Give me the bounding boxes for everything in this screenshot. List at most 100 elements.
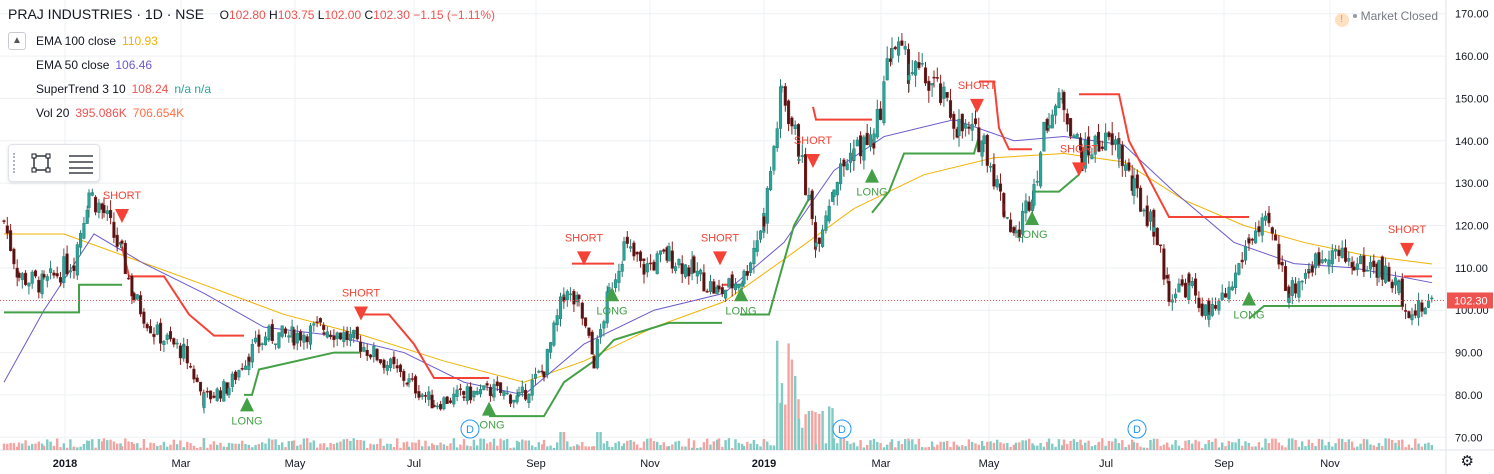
volume-bar — [1217, 447, 1221, 450]
candle-body — [1072, 135, 1076, 138]
candle-body — [1187, 273, 1191, 283]
candle-body — [868, 134, 873, 147]
volume-bar — [859, 440, 862, 450]
volume-bar — [1076, 442, 1079, 450]
volume-bar — [1039, 442, 1042, 450]
candle-body — [1260, 217, 1264, 236]
close-label: C — [364, 8, 374, 22]
volume-bar — [1057, 439, 1061, 450]
candle-body — [427, 391, 431, 400]
candle-body — [821, 229, 825, 247]
candle-body — [1065, 113, 1069, 125]
volume-bar — [952, 441, 955, 450]
candle-body — [1075, 134, 1079, 139]
volume-bar — [216, 444, 219, 450]
candle-body — [942, 86, 946, 99]
candle-body — [1413, 310, 1417, 316]
volume-bar — [1136, 442, 1139, 450]
volume-bar — [1152, 438, 1156, 450]
candle-body — [5, 225, 9, 234]
legend-ema100[interactable]: EMA 100 close 110.93 — [36, 34, 158, 48]
volume-bar — [839, 438, 842, 450]
gear-icon[interactable]: ⚙ — [1460, 453, 1474, 470]
candle-body — [72, 265, 76, 271]
candle-body — [614, 279, 618, 288]
volume-bar — [766, 441, 769, 450]
collapse-legend-button[interactable]: ▲ — [8, 32, 26, 50]
symbol-title[interactable]: PRAJ INDUSTRIES · 1D · NSE — [8, 6, 205, 22]
volume-bar — [576, 444, 579, 450]
candle-body — [58, 277, 63, 283]
volume-bar — [1271, 438, 1274, 450]
candle-body — [638, 251, 643, 262]
volume-bar — [681, 446, 684, 450]
volume-bar — [1391, 439, 1394, 450]
volume-bar — [1257, 442, 1261, 450]
candle-body — [1290, 280, 1294, 296]
rectangle-tool-icon[interactable] — [29, 151, 53, 175]
candle-body — [565, 291, 569, 301]
volume-bar — [1156, 438, 1159, 450]
candle-body — [842, 159, 846, 167]
candle-body — [1426, 300, 1431, 308]
candle-body — [649, 262, 653, 265]
volume-bar — [6, 443, 9, 450]
volume-bar — [162, 441, 166, 450]
volume-bar — [109, 439, 112, 450]
volume-bar — [1414, 438, 1417, 450]
candle-body — [1132, 178, 1136, 196]
volume-bar — [699, 447, 702, 450]
volume-bar — [556, 442, 559, 450]
volume-bar — [31, 443, 34, 450]
volume-bar — [602, 443, 606, 450]
volume-bar — [264, 443, 267, 450]
candle-body — [1330, 250, 1334, 265]
candle-body — [715, 286, 719, 295]
volume-bar — [836, 443, 839, 450]
candle-body — [1090, 154, 1094, 160]
candle-body — [159, 322, 163, 344]
volume-bar — [459, 444, 462, 450]
volume-bar — [87, 440, 91, 450]
volume-bar — [1407, 444, 1411, 450]
candle-body — [948, 100, 953, 118]
volume-bar — [1009, 446, 1012, 450]
volume-bar — [515, 440, 519, 450]
volume-bar — [626, 440, 629, 450]
volume-bar — [1404, 447, 1407, 450]
legend-ema50[interactable]: EMA 50 close 106.46 — [36, 58, 152, 72]
candle-body — [410, 378, 414, 380]
legend-volume[interactable]: Vol 20 395.086K 706.654K — [36, 106, 184, 120]
candle-body — [903, 46, 907, 50]
volume-bar — [119, 443, 122, 450]
supertrend-up-line — [489, 321, 722, 418]
candle-body — [670, 250, 674, 269]
legend-name: EMA 50 close — [36, 58, 110, 72]
candle-body — [1047, 125, 1051, 129]
settings-lines-icon[interactable] — [67, 151, 95, 175]
candle-body — [254, 337, 258, 343]
candle-body — [1393, 277, 1398, 286]
volume-bar — [1337, 438, 1341, 450]
candle-body — [1323, 259, 1328, 262]
candle-body — [502, 391, 506, 396]
volume-bar — [489, 441, 492, 450]
candle-body — [1337, 249, 1341, 257]
candle-body — [964, 123, 968, 129]
volume-bar — [1301, 441, 1304, 450]
drag-handle-icon[interactable] — [13, 153, 18, 173]
candle-body — [165, 334, 169, 340]
y-tick-label: 140.00 — [1455, 136, 1489, 148]
candle-body — [920, 63, 924, 65]
candle-body — [465, 386, 469, 402]
volume-bar — [156, 445, 159, 450]
legend-supertrend[interactable]: SuperTrend 3 10 108.24 n/a n/a — [36, 82, 211, 96]
volume-bar — [1387, 438, 1391, 450]
volume-bar — [734, 439, 737, 450]
volume-bar — [479, 438, 482, 450]
candle-body — [885, 58, 889, 81]
volume-bar — [904, 439, 907, 450]
candle-body — [267, 325, 271, 338]
candle-body — [772, 146, 776, 171]
